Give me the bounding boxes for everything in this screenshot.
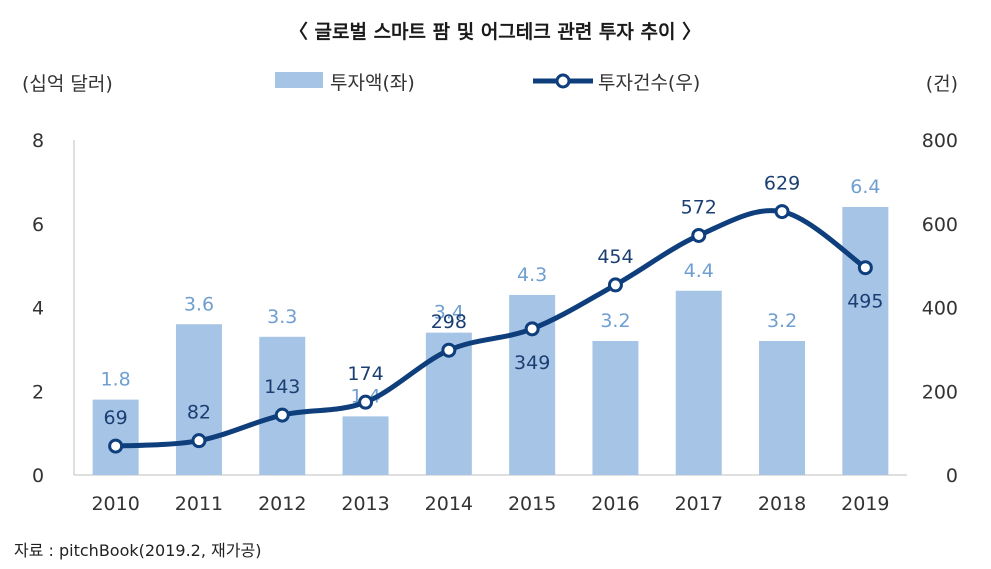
bar [842, 207, 889, 475]
line-series [108, 204, 873, 454]
bar [592, 341, 639, 475]
legend-line-marker [555, 73, 571, 89]
x-tick-label: 2013 [341, 493, 389, 515]
line-point [108, 438, 124, 454]
source-note: 자료 : pitchBook(2019.2, 재가공) [14, 541, 262, 560]
line-value-label: 629 [764, 173, 800, 195]
line-point [691, 227, 707, 243]
line-value-label: 572 [681, 196, 717, 218]
line-point [857, 260, 873, 276]
bar [175, 324, 222, 475]
x-tick-label: 2015 [508, 493, 556, 515]
line-point [274, 407, 290, 423]
x-tick-label: 2011 [175, 493, 223, 515]
bar-value-label: 3.6 [184, 293, 214, 315]
line-value-label: 82 [187, 402, 211, 424]
line-point [358, 394, 374, 410]
line-point [524, 321, 540, 337]
bar-value-label: 6.4 [850, 176, 880, 198]
right-tick-label: 0 [946, 465, 958, 487]
line-value-label: 143 [264, 376, 300, 398]
bar [259, 336, 306, 475]
bar-value-label: 3.3 [267, 306, 297, 328]
left-tick-label: 6 [32, 214, 44, 236]
bar [675, 290, 722, 475]
legend-line-label: 투자건수(우) [598, 72, 700, 94]
line-value-label: 349 [514, 352, 550, 374]
line-point [191, 433, 207, 449]
left-axis-unit: (십억 달러) [22, 73, 113, 95]
bar [759, 341, 806, 475]
bar-value-label: 3.2 [767, 310, 797, 332]
line-value-label: 69 [104, 407, 128, 429]
right-tick-label: 200 [922, 381, 958, 403]
chart-title: 〈 글로벌 스마트 팜 및 어그테크 관련 투자 추이 〉 [289, 20, 701, 43]
line-data-labels: 69 82 143 174 298 349 454 572 629 495 [104, 173, 884, 430]
x-tick-label: 2019 [841, 493, 889, 515]
legend-bar-swatch [275, 72, 323, 88]
x-tick-label: 2017 [675, 493, 723, 515]
left-tick-label: 4 [32, 298, 44, 320]
line-path [115, 208, 867, 449]
bar-value-label: 1.8 [101, 369, 131, 391]
line-point [441, 342, 457, 358]
x-tick-label: 2012 [258, 493, 306, 515]
line-value-label: 174 [347, 363, 383, 385]
legend-bar-label: 투자액(좌) [330, 72, 415, 94]
left-tick-label: 8 [32, 130, 44, 152]
line-value-label: 454 [597, 246, 633, 268]
line-point [607, 277, 623, 293]
x-tick-label: 2016 [591, 493, 639, 515]
legend: 투자액(좌) 투자건수(우) [275, 72, 700, 94]
left-tick-label: 2 [32, 381, 44, 403]
bar-data-labels: 1.83.63.31.43.44.33.24.43.26.4 [101, 176, 881, 407]
line-value-label: 298 [431, 311, 467, 333]
right-tick-label: 800 [922, 130, 958, 152]
bar-value-label: 4.3 [517, 264, 547, 286]
axes: 0 2 4 6 8 0 200 400 600 800 2010 2011 2012 2013 2014 20… [32, 130, 958, 515]
bar [92, 399, 139, 475]
x-tick-label: 2014 [425, 493, 473, 515]
bar-series [92, 207, 889, 475]
x-tick-label: 2010 [91, 493, 139, 515]
bar [342, 416, 389, 475]
line-value-label: 495 [847, 291, 883, 313]
bar-value-label: 3.2 [600, 310, 630, 332]
bar-value-label: 3.4 [434, 302, 464, 324]
line-point [774, 204, 790, 220]
right-tick-label: 400 [922, 298, 958, 320]
bar-value-label: 4.4 [684, 260, 714, 282]
left-tick-label: 0 [32, 465, 44, 487]
right-tick-label: 600 [922, 214, 958, 236]
right-axis-unit: (건) [926, 73, 958, 95]
x-tick-label: 2018 [758, 493, 806, 515]
